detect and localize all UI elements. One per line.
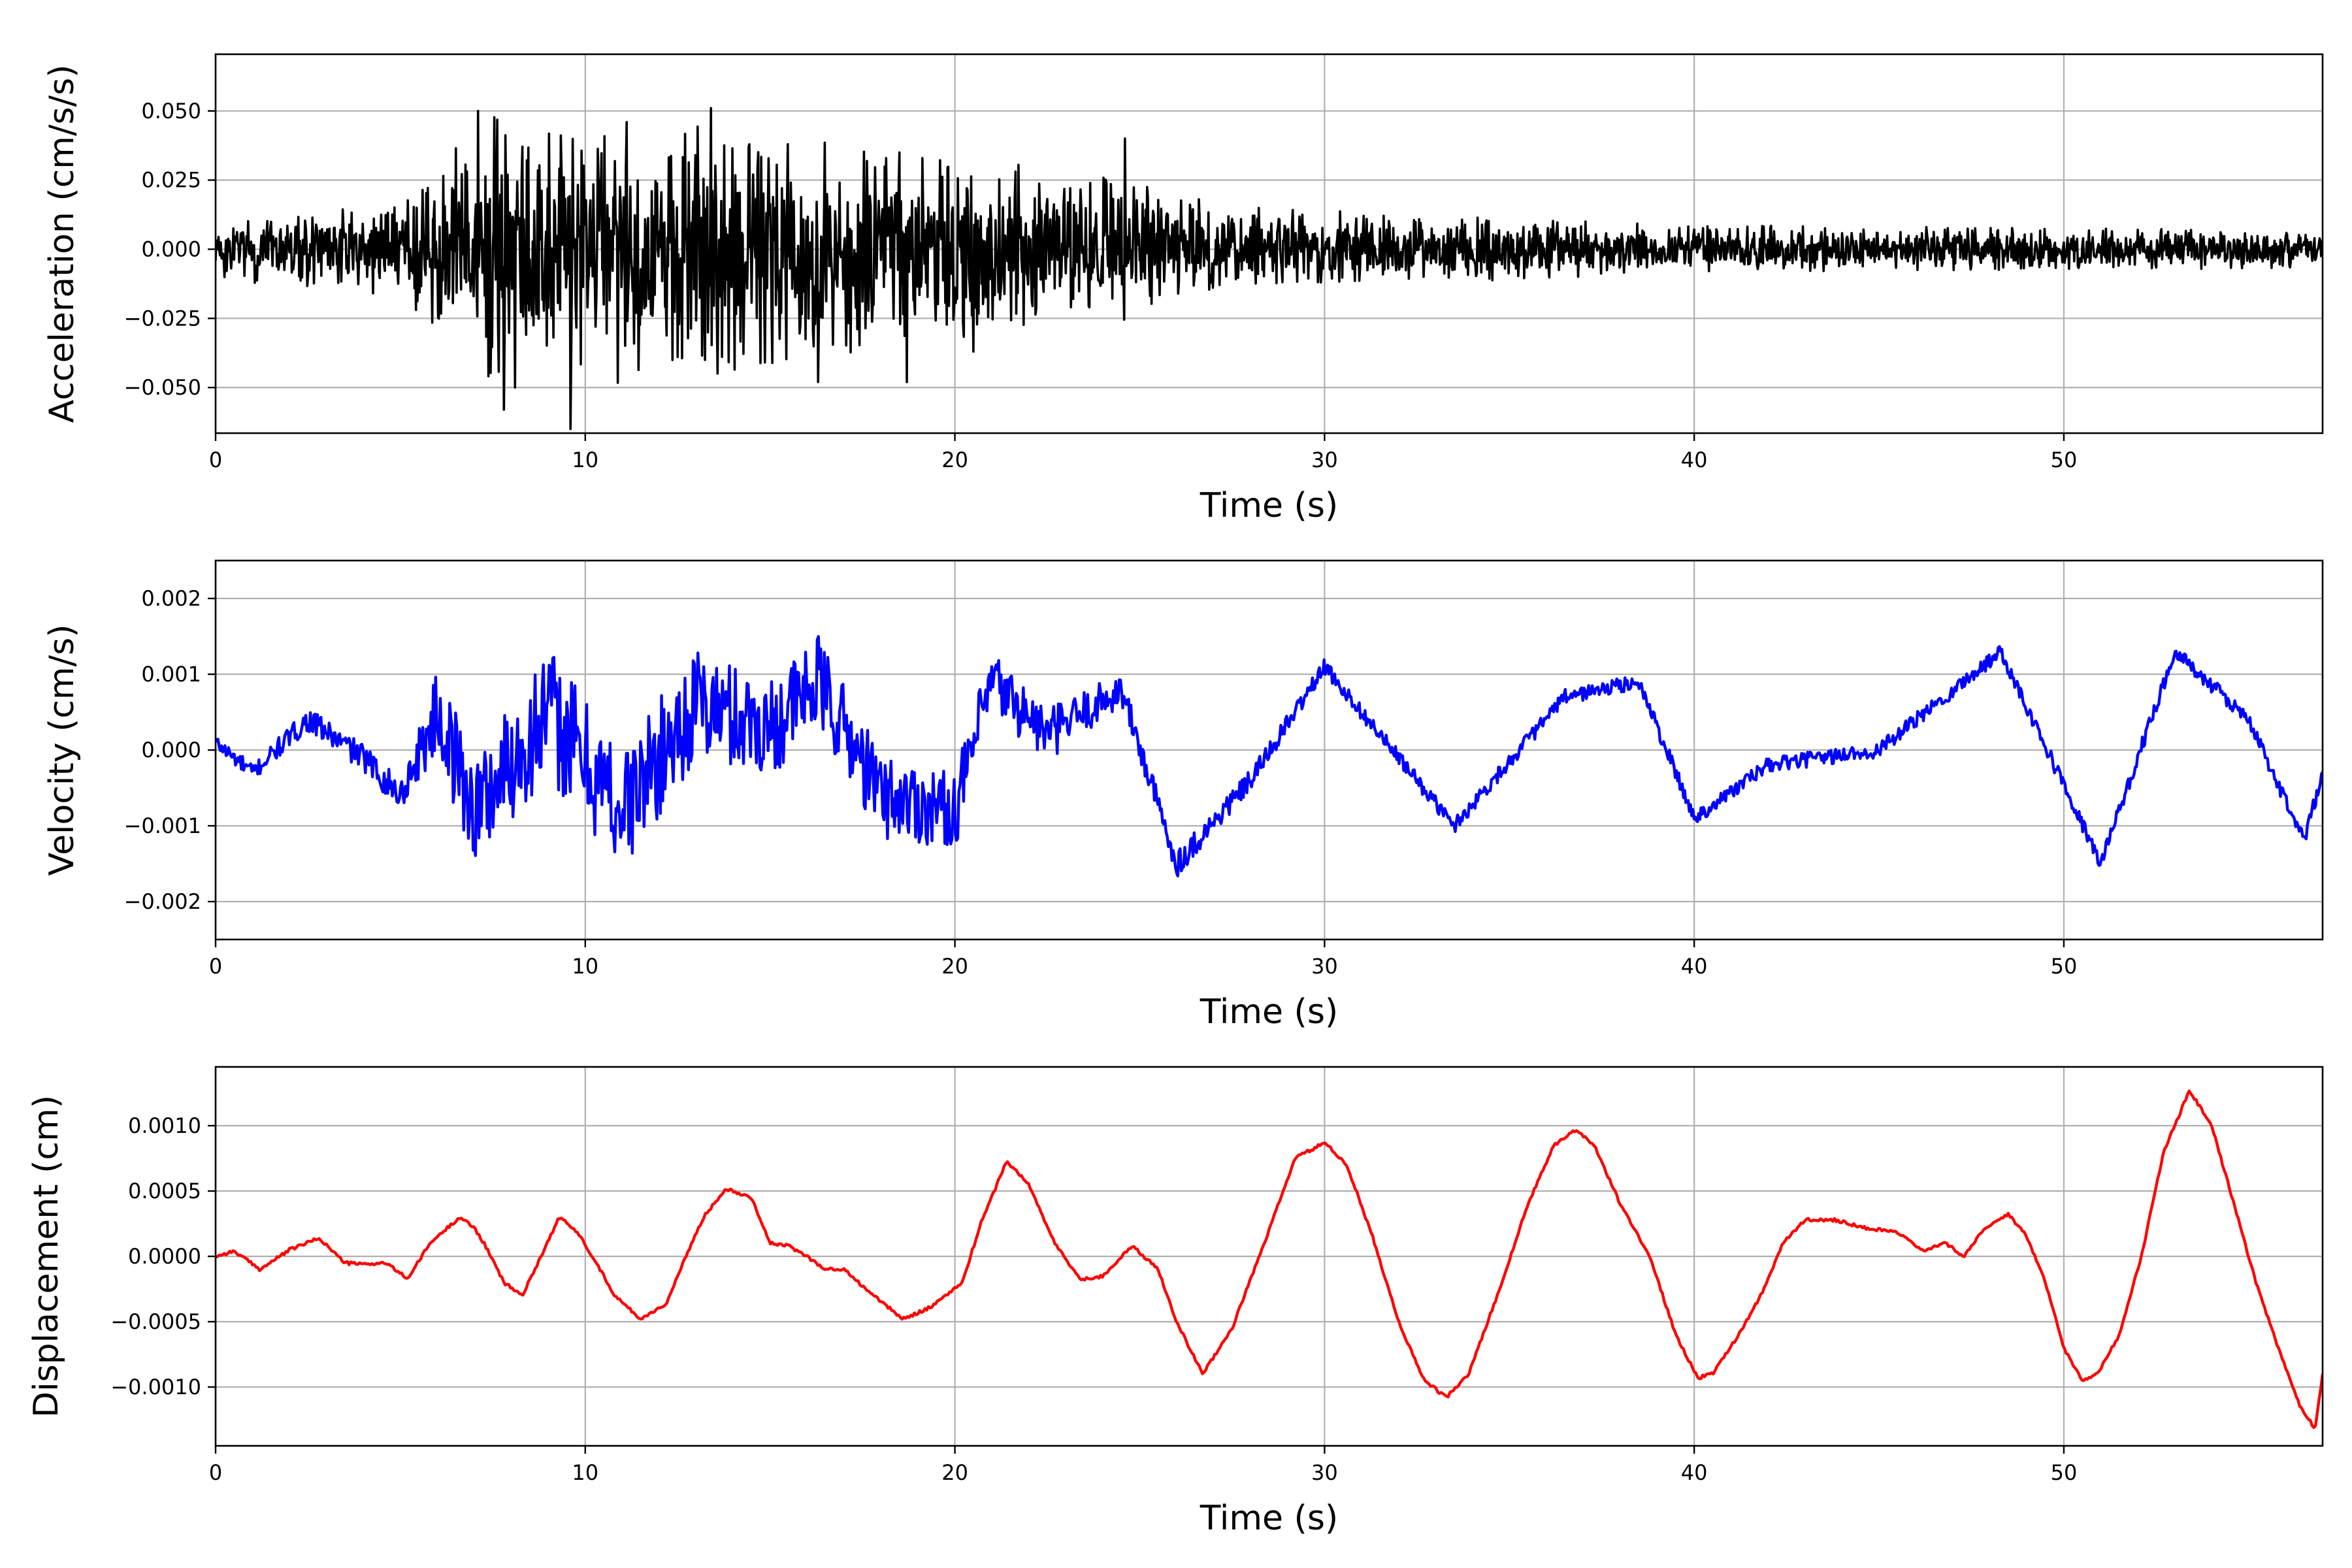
- panel-displacement-xtick-label: 40: [1681, 1460, 1708, 1485]
- panel-displacement-ytick-label: 0.0000: [128, 1244, 201, 1269]
- panel-acceleration-ytick-label: −0.025: [124, 306, 201, 331]
- panel-displacement-xlabel: Time (s): [1200, 1499, 1338, 1538]
- panel-displacement-ytick-label: −0.0010: [110, 1375, 201, 1399]
- panel-velocity-ytick-label: 0.002: [141, 586, 201, 611]
- panel-velocity-xlabel: Time (s): [1200, 992, 1338, 1032]
- panel-velocity-xtick-label: 0: [209, 954, 222, 979]
- panel-acceleration-xlabel: Time (s): [1200, 486, 1338, 525]
- panel-velocity-xtick-label: 50: [2051, 954, 2078, 979]
- panel-velocity: 0 10 20 30 40 50 −0.002 −0.001 0.000 0.001 0.002 Ti…: [42, 559, 2324, 1032]
- panel-velocity-ytick-label: 0.001: [141, 662, 201, 687]
- panel-acceleration-ytick-label: −0.050: [124, 375, 201, 400]
- panel-velocity-ytick-label: 0.000: [141, 738, 201, 762]
- panel-displacement-ytick-label: 0.0010: [128, 1113, 201, 1138]
- panel-velocity-xtick-label: 20: [941, 954, 968, 979]
- panel-acceleration-ytick-label: 0.050: [141, 99, 201, 123]
- panel-acceleration-series-line: [216, 106, 2323, 431]
- panel-acceleration-xtick-label: 10: [572, 448, 598, 472]
- panel-displacement-xtick-label: 50: [2051, 1460, 2078, 1485]
- panel-velocity-series-line: [216, 635, 2323, 877]
- panel-velocity-ylabel: Velocity (cm/s): [42, 625, 82, 876]
- panel-velocity-xtick-label: 10: [572, 954, 598, 979]
- panel-acceleration-xtick-label: 40: [1681, 448, 1708, 472]
- panel-acceleration-xtick-label: 30: [1311, 448, 1338, 472]
- panel-velocity-ytick-label: −0.001: [124, 813, 201, 838]
- panel-displacement-xtick-label: 0: [209, 1460, 222, 1485]
- panel-displacement-xtick-label: 10: [572, 1460, 598, 1485]
- panel-acceleration-xtick-label: 50: [2051, 448, 2078, 472]
- panel-acceleration-axes-frame: [214, 53, 2324, 434]
- panel-displacement-xtick-label: 20: [941, 1460, 968, 1485]
- panel-displacement-ytick-label: 0.0005: [128, 1179, 201, 1203]
- panel-displacement-series-line: [216, 1089, 2323, 1429]
- panel-velocity-ytick-label: −0.002: [124, 889, 201, 914]
- panel-displacement-ylabel: Displacement (cm): [27, 1095, 66, 1418]
- panel-acceleration-xtick-label: 20: [941, 448, 968, 472]
- panel-acceleration: 0 10 20 30 40 50 −0.050 −0.025 0.000 0.025 0.050 Ti…: [42, 53, 2324, 525]
- panel-velocity-xtick-label: 30: [1311, 954, 1338, 979]
- panel-displacement-ytick-label: −0.0005: [110, 1309, 201, 1334]
- panel-acceleration-xtick-label: 0: [209, 448, 222, 472]
- panel-acceleration-ytick-label: 0.000: [141, 237, 201, 261]
- panel-acceleration-ylabel: Acceleration (cm/s/s): [42, 65, 82, 423]
- panel-acceleration-ytick-label: 0.025: [141, 168, 201, 193]
- panel-velocity-xtick-label: 40: [1681, 954, 1708, 979]
- panel-displacement: 0 10 20 30 40 50 −0.0010 −0.0005 0.0000 0.0005 0.0…: [27, 1066, 2324, 1538]
- panel-displacement-xtick-label: 30: [1311, 1460, 1338, 1485]
